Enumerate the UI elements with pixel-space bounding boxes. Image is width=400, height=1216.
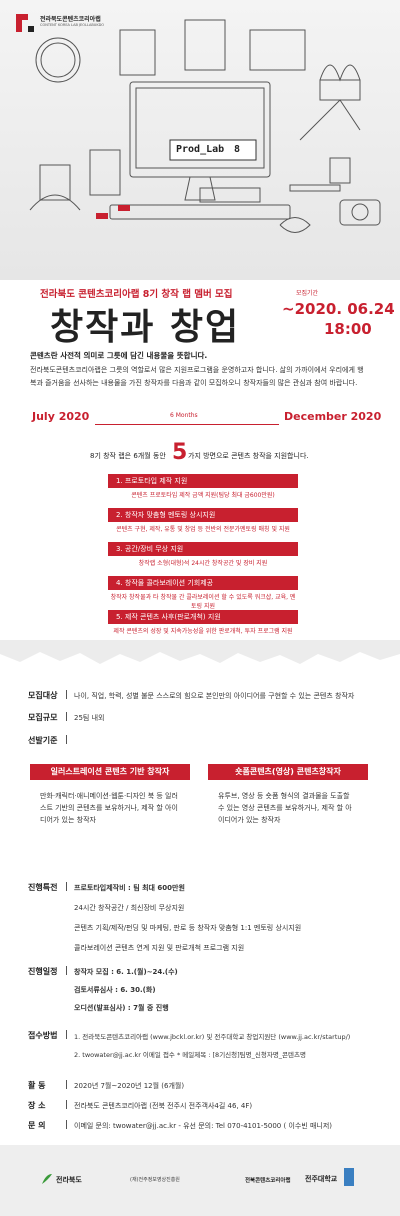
info-label: 접수방법 — [28, 1031, 58, 1040]
support-item-desc: 창작자 창작물과 타 창작물 간 콜라보레이션 할 수 있도록 워크샵, 교육,… — [110, 594, 296, 610]
support-item-title: 5. 제작 콘텐츠 사후(판로개척) 지원 — [108, 610, 298, 624]
logo-icon — [42, 1174, 52, 1184]
benefit-item: 콜라보레이션 콘텐츠 연계 지원 및 판로개척 프로그램 지원 — [74, 944, 245, 952]
support-intro-a: 8기 창작 랩은 6개월 동안 — [90, 452, 166, 460]
info-value: 2020년 7월~2020년 12월 (6개월) — [74, 1082, 185, 1090]
info-label: 모집규모 — [28, 713, 58, 722]
deadline-label: 모집기간 — [296, 290, 319, 297]
support-item-title: 4. 창작물 콜라보레이션 기회제공 — [108, 576, 298, 590]
apply-item: 1. 전라북도콘텐츠코리아랩 (www.jbckl.or.kr) 및 전주대학교… — [74, 1033, 351, 1041]
separator — [66, 735, 67, 744]
logo-text: 전라북도콘텐츠코리아랩 — [40, 16, 101, 23]
desk-illustration — [0, 0, 400, 280]
support-item-title: 2. 창작자 맞춤형 멘토링 상시지원 — [108, 508, 298, 522]
intro-body: 전라북도콘텐츠코리아랩은 그릇의 역할로서 많은 지원프로그램을 운영하고자 합… — [30, 366, 364, 387]
info-value: 이메일 문의: twowater@jj.ac.kr - 유선 문의: Tel 0… — [74, 1122, 333, 1130]
category-title: 일러스트레이션 콘텐츠 기반 창작자 — [30, 764, 190, 780]
category-text: 유투브, 영상 등 숏폼 형식의 결과물을 도출할 수 있는 영상 콘텐츠를 보… — [218, 792, 352, 824]
separator — [66, 1080, 67, 1089]
support-item-desc: 콘텐츠 프로토타입 제작 금액 지원(팀당 최대 금600만원) — [131, 492, 275, 499]
title: 창작과 창업 — [50, 307, 241, 348]
separator — [66, 966, 67, 975]
separator — [66, 1030, 67, 1039]
intro-lead: 콘텐츠란 사전적 의미로 그릇에 담긴 내용물을 뜻합니다. — [30, 351, 208, 360]
schedule-item: 검토서류심사 : 6. 30.(화) — [74, 986, 156, 994]
info-label: 활 동 — [28, 1081, 46, 1090]
logo-mark — [16, 14, 34, 32]
info-value: 25팀 내외 — [74, 714, 105, 722]
info-label: 선발기준 — [28, 736, 58, 745]
info-label: 모집대상 — [28, 691, 58, 700]
separator — [66, 712, 67, 721]
support-item-desc: 제작 콘텐츠의 성장 및 지속가능성을 위한 판로개척, 투자 프로그램 지원 — [113, 628, 293, 635]
footer-logo-icon — [344, 1168, 354, 1186]
benefit-item: 프로토타입제작비 : 팀 최대 600만원 — [74, 884, 185, 892]
schedule-item: 오디션(발표심사) : 7월 중 진행 — [74, 1004, 169, 1012]
deadline-date: ~2020. 06.24 — [282, 300, 395, 318]
timeline-start: July 2020 — [32, 410, 90, 423]
separator — [66, 882, 67, 891]
support-item-title: 1. 프로토타입 제작 지원 — [108, 474, 298, 488]
monitor-label: Prod_Lab — [176, 144, 225, 155]
subtitle: 전라북도 콘텐츠코리아랩 8기 창작 랩 멤버 모집 — [40, 289, 233, 300]
separator — [66, 1120, 67, 1129]
support-item-desc: 콘텐츠 구현, 제작, 유통 및 창업 등 전반의 전문가멘토링 매칭 및 지원 — [116, 526, 290, 533]
info-label: 장 소 — [28, 1101, 46, 1110]
info-label: 진행특전 — [28, 883, 58, 892]
category-title: 숏폼콘텐츠(영상) 콘텐츠창작자 — [208, 764, 368, 780]
info-value: 전라북도 콘텐츠코리아랩 (전북 전주시 전주객사4길 46, 4F) — [74, 1102, 253, 1110]
support-item-title: 3. 공간/장비 무상 지원 — [108, 542, 298, 556]
timeline-duration: 6 Months — [170, 412, 198, 419]
separator — [66, 1100, 67, 1109]
footer — [0, 1145, 400, 1216]
benefit-item: 콘텐츠 기획/제작/펀딩 및 마케팅, 판로 등 창작자 맞춤형 1:1 멘토링… — [74, 924, 302, 932]
separator — [66, 690, 67, 699]
footer-logo: 전주대학교 — [305, 1175, 338, 1183]
support-count: 5 — [172, 440, 188, 465]
category-text: 만화·캐릭터·애니메이션·웹툰·디자인 북 등 일러스트 기반의 콘텐츠를 보유… — [40, 792, 178, 824]
info-label: 진행일정 — [28, 967, 58, 976]
monitor-number: 8 — [234, 144, 241, 155]
support-intro-b: 가지 방면으로 콘텐츠 창작을 지원합니다. — [188, 452, 309, 460]
support-item-desc: 창작랩 소형(대형)석 24시간 창작공간 및 장비 지원 — [138, 560, 268, 567]
footer-logo: 전북콘텐츠코리아랩 — [245, 1178, 291, 1184]
apply-item: 2. twowater@jj.ac.kr 이메일 접수 * 메일제목 : [8기… — [74, 1051, 306, 1059]
info-value: 나이, 직업, 학력, 성별 불문 스스로의 힘으로 본인만의 아이디어를 구현… — [74, 692, 355, 700]
schedule-item: 창작자 모집 : 6. 1.(월)~24.(수) — [74, 968, 178, 976]
logo-subtext: CONTENT KOREA LAB JEOLLABUKDO — [40, 23, 105, 27]
info-label: 문 의 — [28, 1121, 46, 1130]
deadline-time: 18:00 — [324, 320, 372, 338]
timeline-end: December 2020 — [284, 410, 382, 423]
benefit-item: 24시간 창작공간 / 최신장비 무상지원 — [74, 904, 185, 912]
footer-logo: 전라북도 — [56, 1176, 82, 1184]
timeline-line — [95, 424, 279, 425]
torn-edge — [0, 640, 400, 680]
footer-logo: (재)전주정보영상진흥원 — [130, 1177, 180, 1183]
